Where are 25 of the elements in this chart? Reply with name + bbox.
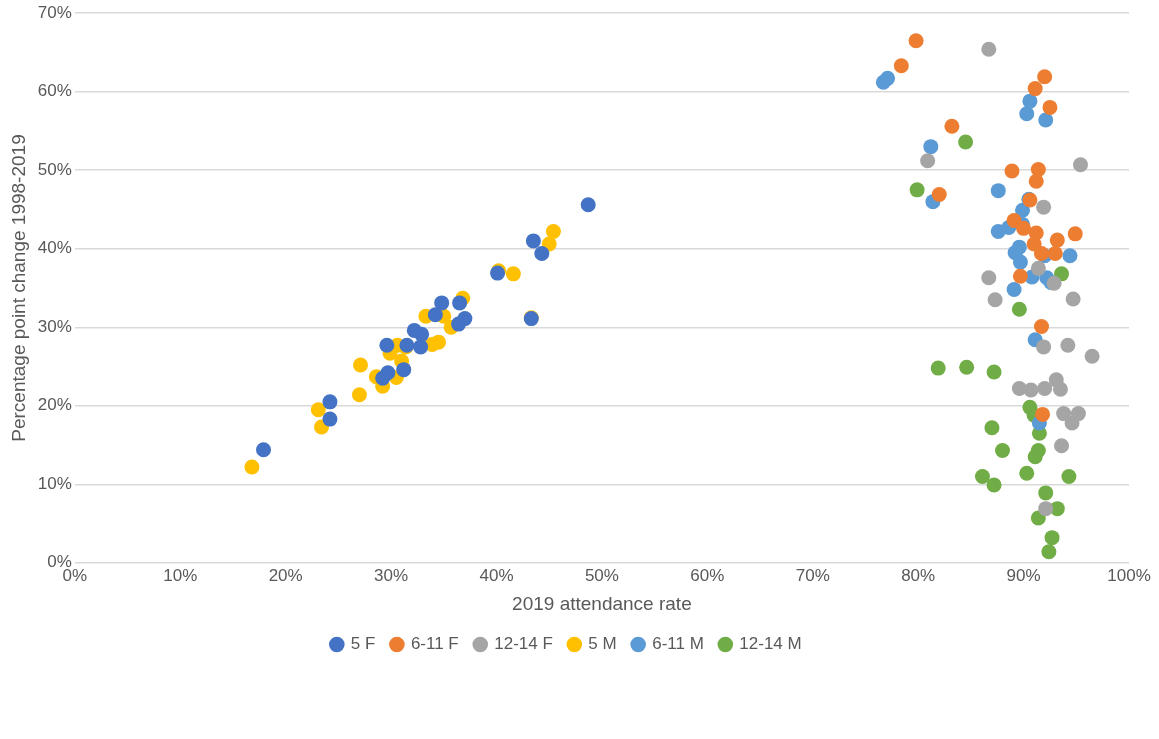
x-tick-label: 20% [268, 565, 303, 585]
x-tick-label: 10% [163, 565, 198, 585]
y-tick-label: 70% [37, 2, 72, 22]
y-tick-label: 60% [37, 81, 72, 101]
x-tick-label: 70% [795, 565, 830, 585]
y-tick-label: 20% [37, 395, 72, 415]
y-tick-label: 10% [37, 473, 72, 493]
x-tick-label: 60% [690, 565, 725, 585]
x-tick-label: 30% [374, 565, 409, 585]
x-tick-label: 100% [1107, 565, 1151, 585]
y-tick-label: 30% [37, 316, 72, 336]
legend-label: 5 F [350, 634, 376, 654]
y-axis-title: Percentage point change 1998-2019 [7, 134, 29, 442]
y-tick-label: 40% [37, 238, 72, 258]
x-tick-label: 80% [901, 565, 936, 585]
x-axis-title: 2019 attendance rate [512, 592, 692, 614]
legend-label: 6-11 F [410, 634, 459, 654]
legend-label: 12-14 M [739, 634, 802, 654]
legend-label: 6-11 M [652, 634, 704, 654]
x-tick-label: 50% [584, 565, 619, 585]
x-tick-label: 40% [479, 565, 514, 585]
y-tick-label: 50% [37, 159, 72, 179]
legend-label: 5 M [588, 634, 617, 654]
legend-label: 12-14 F [494, 634, 553, 654]
x-tick-label: 90% [1006, 565, 1041, 585]
